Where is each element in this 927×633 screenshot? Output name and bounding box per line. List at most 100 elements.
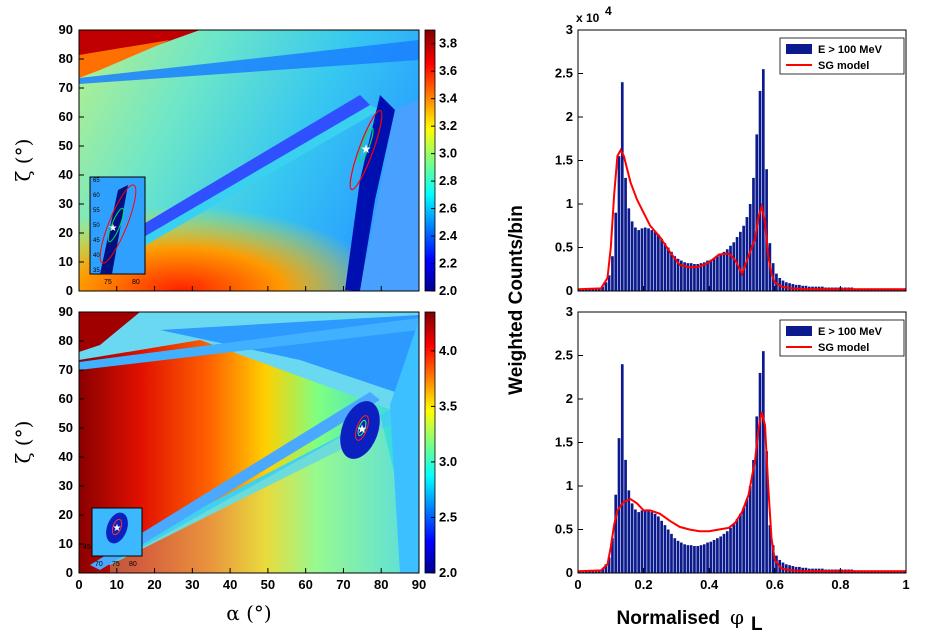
histogram-bar xyxy=(597,288,601,291)
y-tick-label: 60 xyxy=(59,391,73,406)
histogram-bar xyxy=(719,536,723,573)
inset-x-tick-label: 70 xyxy=(95,561,103,568)
histogram-bar xyxy=(601,568,604,573)
histogram-bar xyxy=(663,525,667,573)
y-tick-label: 1.5 xyxy=(555,435,573,450)
svg-text:★: ★ xyxy=(109,223,118,234)
histogram-bar xyxy=(758,90,762,292)
histogram-bar xyxy=(765,451,768,573)
y-tick-label: 0 xyxy=(566,565,573,580)
histogram-bar xyxy=(607,557,611,573)
histogram-bar xyxy=(686,263,690,291)
y-tick-label: 30 xyxy=(59,196,73,211)
histogram-bar xyxy=(706,542,709,573)
histogram-bar xyxy=(607,275,611,291)
histogram-bar xyxy=(657,516,660,573)
histogram-bar xyxy=(709,541,713,573)
histogram-bar xyxy=(748,486,752,573)
left-xlabel: α (°) xyxy=(226,601,271,625)
y-tick-label: 50 xyxy=(59,420,73,435)
histogram-bar xyxy=(735,519,739,573)
legend-line-label: SG model xyxy=(818,60,869,72)
histogram-bar xyxy=(594,289,598,291)
y-tick-label: 70 xyxy=(59,362,73,377)
y-tick-label: 40 xyxy=(59,167,73,182)
histogram-bar xyxy=(673,538,677,573)
histogram-bar xyxy=(634,509,637,573)
y-tick-label: 90 xyxy=(59,304,73,319)
top-left-axes-frame xyxy=(78,29,420,292)
histogram-bar xyxy=(732,242,736,291)
colorbar-tick-label: 3.5 xyxy=(439,398,457,413)
top-left-heatmap: ★ xyxy=(79,30,419,291)
right-axes: 0 0.5 1 1.5 2 2.5 3 E > 100 MeV SG model 0 0.5 1 1.5… xyxy=(555,22,910,592)
y-tick-label: 20 xyxy=(59,507,73,522)
top-left-ylabel: ζ (°) xyxy=(11,139,35,182)
inset-y-tick-label: 40 xyxy=(93,253,100,259)
histogram-bar xyxy=(755,416,759,573)
histogram-bar xyxy=(739,231,742,291)
histogram-bar xyxy=(716,256,719,291)
histogram-bar xyxy=(702,262,706,291)
histogram-bar xyxy=(768,525,772,573)
confidence-contour-green xyxy=(357,419,367,437)
histogram-bar xyxy=(630,503,634,573)
right-xlabel: Normalised φ L xyxy=(617,605,763,633)
x-tick-label: 10 xyxy=(110,577,124,592)
histogram-bar xyxy=(647,228,650,291)
histogram-bar xyxy=(624,177,627,291)
colorbar-tick-label: 2.4 xyxy=(439,228,458,243)
histogram-bar xyxy=(693,264,696,291)
histogram-bar xyxy=(761,69,765,292)
svg-text:★: ★ xyxy=(113,523,122,534)
histogram-bar xyxy=(739,513,742,573)
bottom-left-inset: ★ 45 70 75 80 xyxy=(83,507,143,568)
y-tick-label: 40 xyxy=(59,449,73,464)
y-tick-label: 2.5 xyxy=(555,348,573,363)
histogram-bar xyxy=(601,286,604,291)
legend-hist-swatch xyxy=(786,326,812,336)
inset-x-tick-label: 80 xyxy=(129,561,137,568)
histogram-bar xyxy=(775,555,778,573)
heatmap-wedge-fill xyxy=(110,415,419,573)
y-tick-label: 50 xyxy=(59,138,73,153)
colorbar-tick-label: 2.8 xyxy=(439,173,457,188)
inset-x-tick-label: 75 xyxy=(104,279,112,286)
histogram-bar xyxy=(752,459,755,573)
histogram-bar xyxy=(699,545,703,573)
histogram-bar xyxy=(584,289,588,291)
x-tick-label: 70 xyxy=(336,577,350,592)
heatmap-orange-band xyxy=(79,40,170,78)
histogram-bar xyxy=(591,289,595,291)
histogram-bar xyxy=(588,571,591,573)
histogram-bar xyxy=(745,217,749,291)
histogram-bar xyxy=(696,546,700,573)
histogram-bar xyxy=(597,570,601,573)
y-tick-label: 0 xyxy=(66,565,73,580)
histogram-bar xyxy=(725,249,729,291)
heatmap-blue-stripe xyxy=(79,40,419,84)
best-fit-star: ★ xyxy=(357,422,368,436)
histogram-bar xyxy=(719,254,723,291)
histogram-bar xyxy=(781,280,785,291)
histogram-bar xyxy=(643,227,647,291)
heatmap-cyan-wedge xyxy=(110,100,380,260)
histogram-bar xyxy=(742,507,745,573)
histogram-bar xyxy=(781,562,785,573)
histogram-bar xyxy=(663,243,667,291)
histogram-bar xyxy=(640,510,644,573)
histogram-bar xyxy=(620,82,624,291)
colorbar-tick-label: 2.5 xyxy=(439,509,457,524)
y-tick-label: 20 xyxy=(59,225,73,240)
colorbar-tick-label: 2.6 xyxy=(439,201,457,216)
histogram-bar xyxy=(647,510,650,573)
inset-y-tick-label: 50 xyxy=(93,223,100,229)
histogram-bar xyxy=(627,490,631,573)
y-tick-label: 70 xyxy=(59,80,73,95)
x-tick-label: 0 xyxy=(574,577,581,592)
histogram-bar xyxy=(689,545,693,573)
histogram-bar xyxy=(591,571,595,573)
y-tick-label: 80 xyxy=(59,333,73,348)
legend-hist-label: E > 100 MeV xyxy=(818,326,883,338)
x-tick-label: 40 xyxy=(223,577,237,592)
